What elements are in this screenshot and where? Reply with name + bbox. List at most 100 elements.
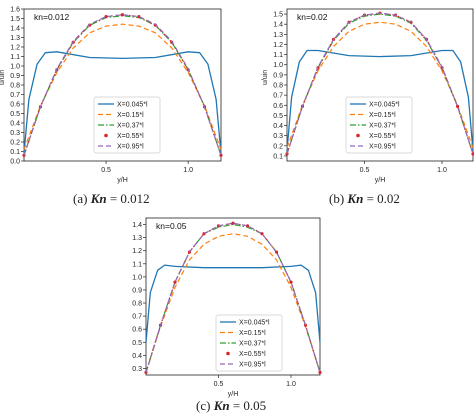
caption-c-label: Kn xyxy=(213,398,230,413)
caption-b: (b) Kn = 0.02 xyxy=(329,191,400,207)
legend: X=0.045*l X=0.15*l X=0.37*l X=0.55*l X=0.95*… xyxy=(93,96,161,154)
legend-box xyxy=(215,314,283,372)
series-point-3 xyxy=(231,221,235,225)
y-tick-label: 0.5 xyxy=(132,340,142,347)
series-point-3 xyxy=(289,280,293,284)
x-tick-label: 0.5 xyxy=(101,167,111,174)
y-tick-label: 0.1 xyxy=(10,149,20,156)
y-tick-label: 0.9 xyxy=(132,287,142,294)
series-point-3 xyxy=(104,15,108,19)
y-tick-label: 1.2 xyxy=(10,45,20,52)
y-axis-label: u/uin xyxy=(0,70,6,85)
x-tick-label: 1.0 xyxy=(183,167,193,174)
legend-label: X=0.045*l xyxy=(239,320,270,327)
y-tick-label: 0.4 xyxy=(132,353,142,360)
caption-b-label: Kn xyxy=(347,191,364,206)
y-tick-label: 1.1 xyxy=(273,52,283,59)
y-tick-label: 1.4 xyxy=(10,26,20,33)
y-tick-label: 0.6 xyxy=(273,103,283,110)
series-point-3 xyxy=(120,13,125,17)
series-line-4 xyxy=(23,14,222,156)
y-tick-label: 0.3 xyxy=(273,133,283,140)
legend-swatch xyxy=(356,133,360,138)
series-line-1 xyxy=(145,233,321,373)
chart-1: 0.1 0.2 0.3 0.4 0.5 0.6 0.7 0.8 0.9 1.0 1.1 1.2 1.3 1… xyxy=(262,8,474,184)
y-tick-label: 0.6 xyxy=(132,327,142,334)
y-tick-label: 1.1 xyxy=(132,261,142,268)
y-tick-label: 0.7 xyxy=(273,93,283,100)
series-line-1 xyxy=(23,23,222,150)
caption-c: (c) Kn = 0.05 xyxy=(196,398,266,414)
y-tick-label: 0.3 xyxy=(10,130,20,137)
y-axis-label: u/uin xyxy=(262,70,269,85)
series-point-3 xyxy=(260,232,264,236)
y-tick-label: 1.3 xyxy=(10,35,20,42)
y-tick-label: 0.5 xyxy=(273,113,283,120)
caption-a: (a) Kn = 0.012 xyxy=(73,191,150,207)
y-tick-label: 1.6 xyxy=(10,7,20,14)
chart-0: 0.0 0.1 0.2 0.3 0.4 0.5 0.6 0.7 0.8 0.9 1.0 1.1 1.2 1… xyxy=(0,7,223,184)
legend-label: X=0.15*l xyxy=(369,112,396,119)
legend-label: X=0.37*l xyxy=(369,123,396,130)
y-tick-label: 1.1 xyxy=(10,54,20,61)
series-line-0 xyxy=(145,264,321,343)
plot-frame xyxy=(145,217,321,376)
y-tick-label: 0.8 xyxy=(273,83,283,90)
legend-label: X=0.045*l xyxy=(117,102,148,109)
legend: X=0.045*l X=0.15*l X=0.37*l X=0.55*l X=0.95*… xyxy=(215,314,283,372)
y-tick-label: 0.1 xyxy=(273,153,283,160)
x-tick-label: 1.0 xyxy=(286,381,296,388)
legend-label: X=0.55*l xyxy=(239,351,266,358)
legend-label: X=0.95*l xyxy=(239,362,266,369)
y-tick-label: 0.7 xyxy=(10,92,20,99)
chart-2: 0.3 0.4 0.5 0.6 0.7 0.8 0.9 1.0 1.1 1.2 1.3 1.4 0.5 1… xyxy=(132,217,322,398)
y-tick-label: 1.4 xyxy=(273,22,283,29)
y-tick-label: 0.0 xyxy=(10,159,20,166)
y-tick-label: 0.5 xyxy=(10,111,20,118)
kn-annotation: kn=0.05 xyxy=(156,221,187,231)
x-tick-label: 1.0 xyxy=(437,167,447,174)
legend-box xyxy=(345,96,413,154)
legend-label: X=0.55*l xyxy=(369,133,396,140)
y-tick-label: 1.0 xyxy=(10,64,20,71)
y-tick-label: 1.3 xyxy=(132,235,142,242)
legend: X=0.045*l X=0.15*l X=0.37*l X=0.55*l X=0.95*… xyxy=(345,96,413,154)
y-tick-label: 0.9 xyxy=(273,72,283,79)
legend-label: X=0.95*l xyxy=(369,144,396,151)
legend-label: X=0.15*l xyxy=(117,112,144,119)
legend-swatch xyxy=(104,133,108,138)
legend-label: X=0.15*l xyxy=(239,330,266,337)
series-line-1 xyxy=(286,21,474,149)
y-tick-label: 1.5 xyxy=(10,16,20,23)
y-tick-label: 0.4 xyxy=(10,121,20,128)
caption-c-value: = 0.05 xyxy=(232,398,267,413)
y-tick-label: 1.4 xyxy=(132,222,142,229)
caption-a-prefix: (a) xyxy=(73,191,88,206)
caption-b-value: = 0.02 xyxy=(366,191,400,206)
legend-label: X=0.37*l xyxy=(239,341,266,348)
x-axis-label: y/H xyxy=(228,391,239,398)
y-tick-label: 0.6 xyxy=(10,102,20,109)
legend-label: X=0.55*l xyxy=(117,133,144,140)
y-tick-label: 0.8 xyxy=(132,301,142,308)
legend-label: X=0.045*l xyxy=(369,102,400,109)
series-point-3 xyxy=(173,280,177,284)
caption-a-label: Kn xyxy=(90,191,107,206)
y-tick-label: 1.2 xyxy=(273,42,283,49)
series-line-4 xyxy=(286,12,474,155)
y-tick-label: 0.2 xyxy=(273,143,283,150)
y-tick-label: 0.7 xyxy=(132,314,142,321)
y-tick-label: 1.2 xyxy=(132,248,142,255)
y-tick-label: 0.9 xyxy=(10,73,20,80)
series-line-0 xyxy=(286,49,474,151)
legend-label: X=0.95*l xyxy=(117,144,144,151)
x-axis-label: y/H xyxy=(375,177,386,184)
kn-annotation: kn=0.02 xyxy=(297,12,328,22)
caption-c-prefix: (c) xyxy=(196,398,211,413)
y-tick-label: 1.3 xyxy=(273,32,283,39)
y-tick-label: 0.8 xyxy=(10,83,20,90)
x-axis-label: y/H xyxy=(117,177,128,184)
y-tick-label: 1.0 xyxy=(273,62,283,69)
y-tick-label: 0.3 xyxy=(132,366,142,373)
legend-swatch xyxy=(226,351,230,356)
